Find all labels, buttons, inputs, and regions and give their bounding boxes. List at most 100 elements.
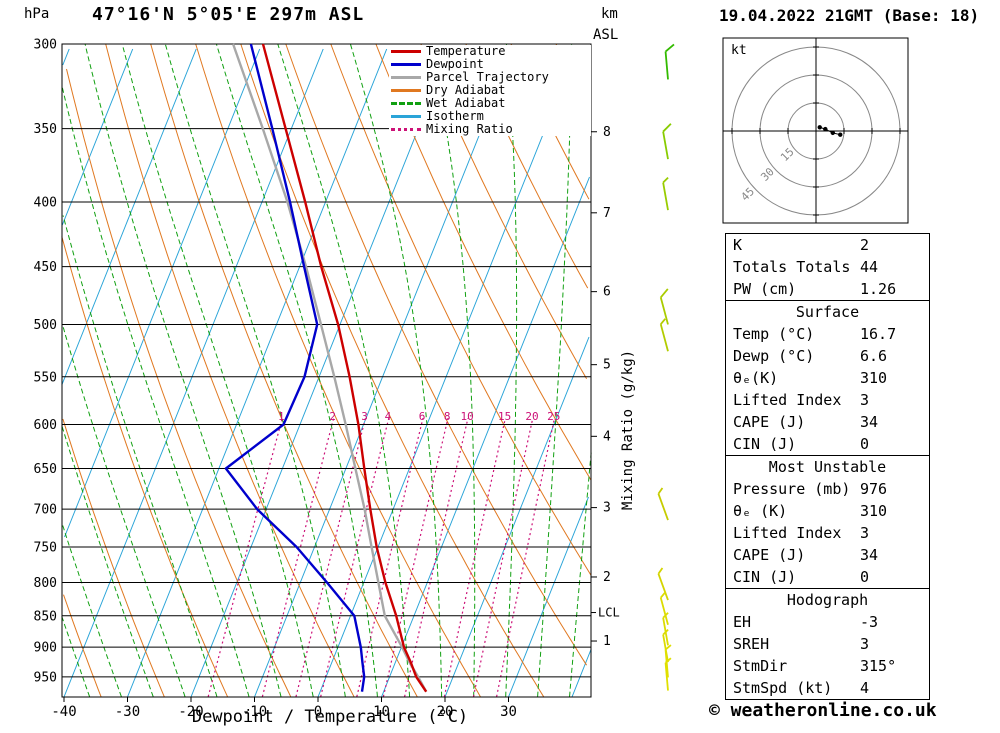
indices-table-surface: Surface Temp (°C) 16.7 Dewp (°C) 6.6 θₑ(K) 310…: [726, 300, 929, 455]
temperature-tick-label: -30: [115, 704, 140, 720]
temperature-tick-label: 20: [437, 704, 454, 720]
table-row: StmSpd (kt) 4: [726, 677, 929, 699]
dewpoint-line: [224, 43, 366, 692]
pressure-tick-label: 700: [34, 503, 57, 518]
legend-line-sample: [391, 89, 421, 92]
mixing-ratio-value-label: 1: [278, 410, 285, 423]
legend-label: Dry Adiabat: [426, 83, 506, 97]
mixing-ratio-value-label: 6: [419, 410, 426, 423]
table-row: StmDir 315°: [726, 655, 929, 677]
hodograph-point: [838, 132, 843, 137]
row-label: PW (cm): [733, 280, 797, 298]
mixing-ratio-value-label: 4: [385, 410, 392, 423]
legend-label: Wet Adiabat: [426, 96, 506, 110]
pressure-tick-label: 950: [34, 670, 57, 685]
row-label: Totals Totals: [733, 258, 851, 276]
legend-row: Dewpoint: [389, 58, 591, 71]
altitude-axis-unit-km: km: [601, 6, 618, 22]
altitude-axis-unit-asl: ASL: [593, 27, 619, 43]
parcel-trajectory-line: [231, 43, 428, 693]
isotherm-lines: [61, 48, 592, 698]
row-value: 34: [860, 546, 879, 564]
legend-row: Parcel Trajectory: [389, 71, 591, 84]
legend-line-sample: [391, 115, 421, 118]
pressure-tick-label: 350: [34, 122, 57, 137]
pressure-tick-label: 550: [34, 370, 57, 385]
row-label: EH: [733, 613, 752, 631]
table-row: PW (cm) 1.26: [726, 278, 929, 300]
legend-line-sample: [391, 63, 421, 66]
pressure-tick-label: 750: [34, 541, 57, 556]
wind-barb: [662, 182, 669, 211]
row-value: 44: [860, 258, 879, 276]
temperature-tick-label: 0: [314, 704, 322, 720]
mixing-ratio-value-label: 2: [329, 410, 336, 423]
legend-label: Parcel Trajectory: [426, 70, 549, 84]
legend-row: Isotherm: [389, 110, 591, 123]
row-value: -3: [860, 613, 879, 631]
row-value: 0: [860, 435, 870, 453]
mixing-ratio-value-label: 3: [361, 410, 368, 423]
legend-line-sample: [391, 50, 421, 53]
hodograph-unit-label: kt: [731, 43, 747, 58]
legend-row: Wet Adiabat: [389, 97, 591, 110]
hodograph-point: [830, 130, 835, 136]
indices-tables: K 2 Totals Totals 44 PW (cm) 1.26 Surface Temp …: [725, 233, 930, 700]
km-tick-label: 5: [603, 358, 611, 373]
temperature-axis-label: Dewpoint / Temperature (°C): [191, 707, 469, 727]
hodograph-point: [817, 125, 822, 130]
table-row: Lifted Index 3: [726, 522, 929, 544]
table-row: Pressure (mb) 976: [726, 478, 929, 500]
indices-table-hodograph: Hodograph EH -3 SREH 3 StmDir 315° StmSpd (kt) 4: [726, 588, 929, 699]
temperature-tick-label: 30: [500, 704, 517, 720]
km-tick-label: 1: [603, 634, 611, 649]
table-row: θₑ (K) 310: [726, 500, 929, 522]
km-tick-label: 6: [603, 285, 611, 300]
mixing-ratio-value-label: 25: [547, 410, 560, 423]
row-label: CAPE (J): [733, 546, 806, 564]
legend-label: Isotherm: [426, 109, 484, 123]
row-value: 0: [860, 568, 870, 586]
plot-frame: [61, 43, 592, 698]
datetime-header: 19.04.2022 21GMT (Base: 18): [719, 6, 980, 25]
temperature-tick-label: -40: [51, 704, 76, 720]
row-label: Temp (°C): [733, 325, 815, 343]
row-value: 2: [860, 236, 870, 254]
row-label: CIN (J): [733, 568, 797, 586]
row-label: θₑ(K): [733, 369, 779, 387]
table-header: Most Unstable: [768, 458, 887, 476]
mixing-ratio-axis-label: Mixing Ratio (g/kg): [620, 349, 636, 511]
wind-barb: [662, 131, 669, 160]
temperature-tick-label: -20: [178, 704, 203, 720]
row-label: CIN (J): [733, 435, 797, 453]
row-value: 976: [860, 480, 888, 498]
wind-barb: [657, 573, 669, 601]
mixing-ratio-value-label: 20: [525, 410, 538, 423]
legend-label: Mixing Ratio: [426, 122, 513, 136]
temperature-tick-label: -10: [242, 704, 267, 720]
row-value: 34: [860, 413, 879, 431]
row-label: StmDir: [733, 657, 788, 675]
table-header: Hodograph: [786, 591, 869, 609]
row-label: SREH: [733, 635, 770, 653]
row-value: 4: [860, 679, 870, 697]
copyright: © weatheronline.co.uk: [709, 700, 937, 721]
table-row: Temp (°C) 16.7: [726, 323, 929, 345]
row-label: Lifted Index: [733, 524, 842, 542]
legend-line-sample: [391, 128, 421, 131]
km-tick-label: 8: [603, 125, 611, 140]
chart-legend: Temperature Dewpoint Parcel Trajectory Dry …: [389, 45, 591, 136]
indices-table-general: K 2 Totals Totals 44 PW (cm) 1.26: [726, 234, 929, 300]
table-row: Dewp (°C) 6.6: [726, 345, 929, 367]
wind-barb: [659, 597, 669, 625]
wind-barb: [659, 323, 669, 352]
legend-line-sample: [391, 76, 421, 79]
wet-adiabat-lines: [61, 43, 592, 697]
wind-barb: [664, 51, 669, 80]
hodograph-point: [823, 126, 828, 132]
temperature-axis: -40 -30 -20 -10 0 10 20 30: [51, 697, 517, 720]
pressure-tick-label: 900: [34, 641, 57, 656]
pressure-tick-label: 600: [34, 418, 57, 433]
pressure-tick-label: 450: [34, 260, 57, 275]
